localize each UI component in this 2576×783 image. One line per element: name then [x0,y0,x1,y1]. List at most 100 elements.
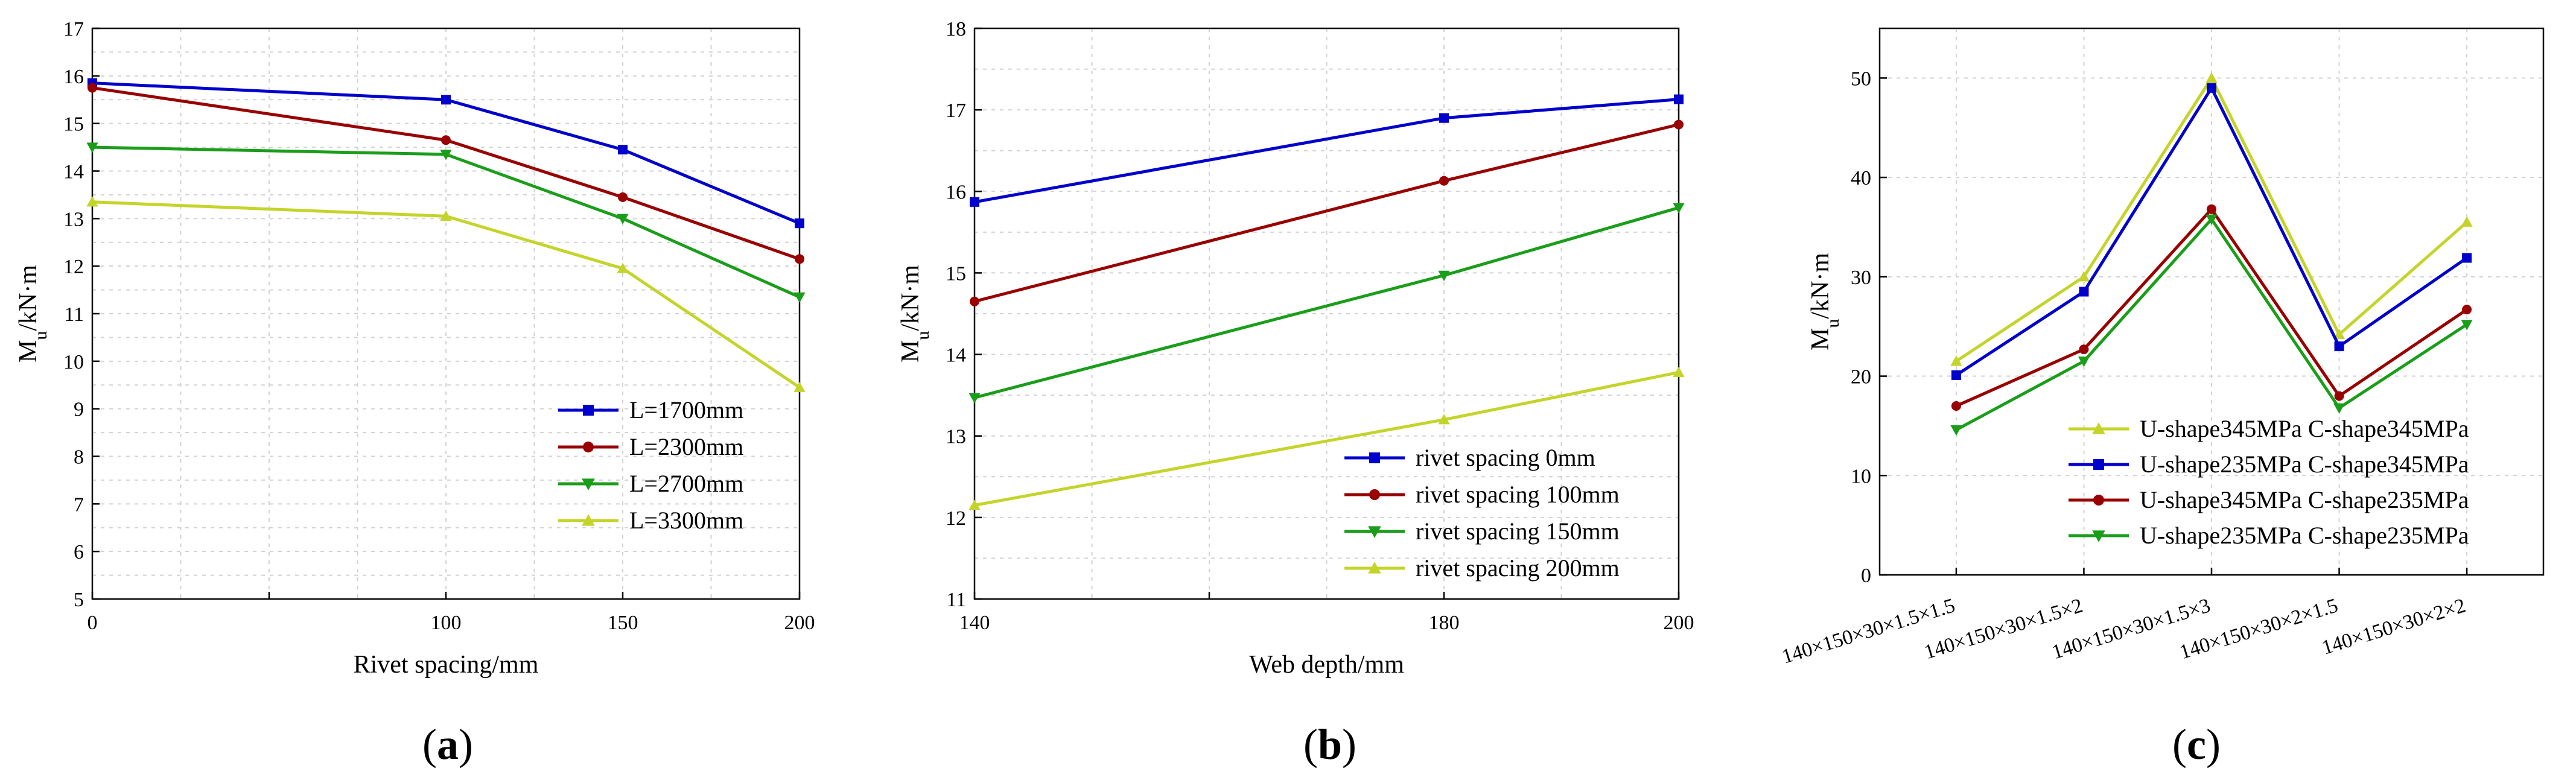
series-line [92,145,801,299]
y-tick-label: 30 [1851,267,1871,289]
y-tick-label: 40 [1851,167,1871,189]
x-tick-label: 180 [1429,612,1460,634]
y-axis-label: Mu/kN·m [14,265,51,363]
data-point [1951,370,1961,380]
series-c-4 [1950,214,2473,436]
y-tick-label: 15 [946,262,966,285]
x-tick-label: 200 [1664,612,1694,634]
y-tick-label: 15 [63,113,84,136]
legend-label: U-shape235MPa C-shape235MPa [2140,522,2469,549]
series-a-4 [86,196,806,392]
legend-label: L=2300mm [629,433,743,460]
data-point [2333,328,2345,340]
legend-label: U-shape235MPa C-shape345MPa [2140,451,2469,478]
y-tick-label: 5 [74,589,84,611]
legend-label: rivet spacing 0mm [1416,444,1595,471]
data-point [2207,204,2216,214]
data-point [970,296,979,306]
data-point [795,254,804,264]
x-tick-label: 0 [87,612,98,634]
y-tick-label: 11 [946,589,966,611]
data-point [2078,271,2090,282]
data-point [617,214,629,224]
data-point [1674,94,1684,104]
data-point [968,499,981,510]
data-point [2078,357,2090,367]
series-a-2 [87,83,804,264]
data-point [2079,344,2089,355]
chart-panel-a: 5 6 7 8 9 10 11 12 13 14 15 16 17 0 100 150 200 Rivet spa… [14,18,815,769]
legend-marker [582,514,595,526]
y-tick-label: 13 [946,426,966,448]
panel-label: (c) [2172,720,2221,769]
y-tick-label: 8 [74,446,84,469]
y-tick-label: 50 [1851,68,1871,90]
data-point [2333,403,2345,414]
chart-panel-c: 01020304050140×150×30×1.5×1.5140×150×30×… [1779,27,2545,769]
y-axis-label: Mu/kN·m [1807,253,1843,350]
legend-marker [2092,530,2105,542]
legend-label: L=2700mm [629,470,743,497]
chart-panel-b: 11 12 13 14 15 16 17 18 140 180 200 Web depth/mm Mu/… [897,18,1694,769]
legend-c: U-shape345MPa C-shape345MPa U-shape235MPa… [2069,415,2469,549]
legend-label: rivet spacing 100mm [1416,481,1620,508]
data-point [440,150,452,160]
y-tick-label: 10 [63,351,84,373]
data-point [1950,355,1962,366]
y-tick-label: 7 [74,493,84,516]
x-tick-label: 150 [608,612,638,634]
y-tick-label: 13 [63,208,84,230]
series-b-1 [970,94,1684,207]
legend-marker [2093,459,2104,470]
data-point [2079,287,2089,297]
data-point [86,196,98,207]
y-axis-label: Mu/kN·m [897,265,933,363]
legend-label: L=1700mm [629,396,743,423]
series-c-1 [1950,72,2473,366]
legend-marker [1369,489,1380,500]
legend-label: rivet spacing 200mm [1416,554,1620,582]
legend-label: U-shape345MPa C-shape235MPa [2140,486,2469,513]
y-tick-label: 9 [74,399,84,421]
data-point [441,95,451,105]
y-tick-label: 18 [946,18,966,40]
x-tick-label: 200 [784,612,815,634]
data-point [618,145,628,155]
data-point [1438,270,1450,282]
y-tick-label: 11 [64,303,84,326]
x-axis-label: Web depth/mm [1249,651,1404,679]
legend-label: U-shape345MPa C-shape345MPa [2140,415,2469,442]
data-point [2206,214,2218,225]
data-point [2334,341,2344,352]
y-tick-label: 16 [946,181,966,203]
legend-label: L=3300mm [629,507,743,534]
data-point [2207,83,2216,93]
gridlines-a [92,28,800,599]
panel-label: (a) [422,720,473,769]
series-a-3 [86,142,806,303]
data-point [793,292,806,303]
legend-marker [583,442,594,452]
legend-marker [2092,422,2105,434]
y-tick-label: 10 [1851,465,1871,487]
y-tick-label: 6 [74,541,84,563]
data-point [2462,305,2472,315]
series-b-3 [968,203,1685,404]
plot-frame [973,27,1680,600]
legend-marker [1368,526,1381,538]
y-tick-label: 14 [946,344,966,367]
data-point [617,262,629,273]
data-point [793,381,806,392]
x-axis-label: Rivet spacing/mm [354,651,539,679]
y-tick-label: 0 [1861,565,1871,587]
series-line [92,81,800,225]
legend-marker [2093,495,2104,506]
series-line [92,200,801,389]
panel-label: (b) [1303,720,1356,769]
y-tick-label: 17 [63,18,84,40]
data-point [1438,414,1450,425]
legend-label: rivet spacing 150mm [1416,518,1620,545]
x-tick-label: 140 [959,612,990,634]
legend-marker [582,478,595,490]
